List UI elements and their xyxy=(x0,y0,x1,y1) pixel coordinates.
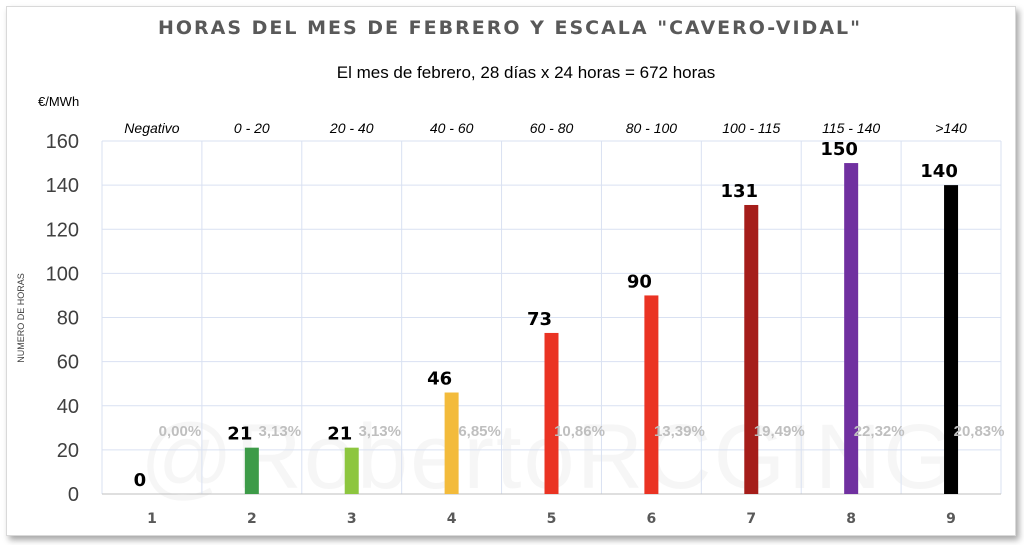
y-tick-label: 100 xyxy=(46,263,79,285)
y-tick-label: 80 xyxy=(57,308,79,330)
x-tick-label: 8 xyxy=(846,511,856,527)
range-label: >140 xyxy=(935,120,967,136)
percent-label: 10,86% xyxy=(554,423,605,440)
range-label: 20 - 40 xyxy=(329,120,374,136)
value-label: 21 xyxy=(227,424,252,445)
value-label: 131 xyxy=(720,181,758,202)
y-tick-label: 160 xyxy=(46,131,79,153)
percent-label: 13,39% xyxy=(654,423,705,440)
value-label: 90 xyxy=(627,271,652,292)
range-label: Negativo xyxy=(124,120,179,136)
bar xyxy=(544,332,559,494)
percent-label: 3,13% xyxy=(358,423,401,440)
y-tick-label: 120 xyxy=(46,219,79,241)
range-label: 115 - 140 xyxy=(822,120,880,136)
range-label: 40 - 60 xyxy=(430,120,474,136)
range-label: 100 - 115 xyxy=(722,120,780,136)
bar xyxy=(644,295,659,494)
x-tick-label: 9 xyxy=(946,511,956,527)
y-tick-label: 20 xyxy=(57,440,79,462)
y-tick-label: 0 xyxy=(68,484,79,506)
bar xyxy=(244,447,259,494)
bar xyxy=(444,392,459,494)
x-tick-label: 1 xyxy=(147,511,157,527)
chart-subtitle: El mes de febrero, 28 días x 24 horas = … xyxy=(336,63,716,82)
bar xyxy=(344,447,359,494)
x-tick-label: 4 xyxy=(447,511,457,527)
x-tick-label: 6 xyxy=(647,511,657,527)
y-tick-label: 140 xyxy=(46,175,79,197)
x-tick-label: 7 xyxy=(746,511,756,527)
y-tick-label: 40 xyxy=(57,396,79,418)
percent-label: 20,83% xyxy=(954,423,1005,440)
percent-label: 6,85% xyxy=(458,423,501,440)
bar xyxy=(744,204,759,494)
value-label: 0 xyxy=(134,470,147,491)
x-tick-label: 2 xyxy=(247,511,257,527)
value-label: 140 xyxy=(920,161,958,182)
range-label: 0 - 20 xyxy=(234,120,270,136)
value-label: 73 xyxy=(527,309,552,330)
value-label: 46 xyxy=(427,369,452,390)
chart-title: HORAS DEL MES DE FEBRERO Y ESCALA "CAVER… xyxy=(157,17,863,39)
percent-label: 22,32% xyxy=(854,423,905,440)
bar xyxy=(944,185,959,494)
x-tick-label: 3 xyxy=(347,511,357,527)
value-label: 150 xyxy=(820,139,858,160)
unit-label: €/MWh xyxy=(38,94,80,109)
range-label: 80 - 100 xyxy=(626,120,678,136)
bar xyxy=(844,163,859,494)
percent-label: 3,13% xyxy=(259,423,302,440)
percent-label: 0,00% xyxy=(159,423,202,440)
x-tick-label: 5 xyxy=(547,511,557,527)
y-tick-label: 60 xyxy=(57,352,79,374)
percent-label: 19,49% xyxy=(754,423,805,440)
value-label: 21 xyxy=(327,424,352,445)
range-label: 60 - 80 xyxy=(530,120,574,136)
